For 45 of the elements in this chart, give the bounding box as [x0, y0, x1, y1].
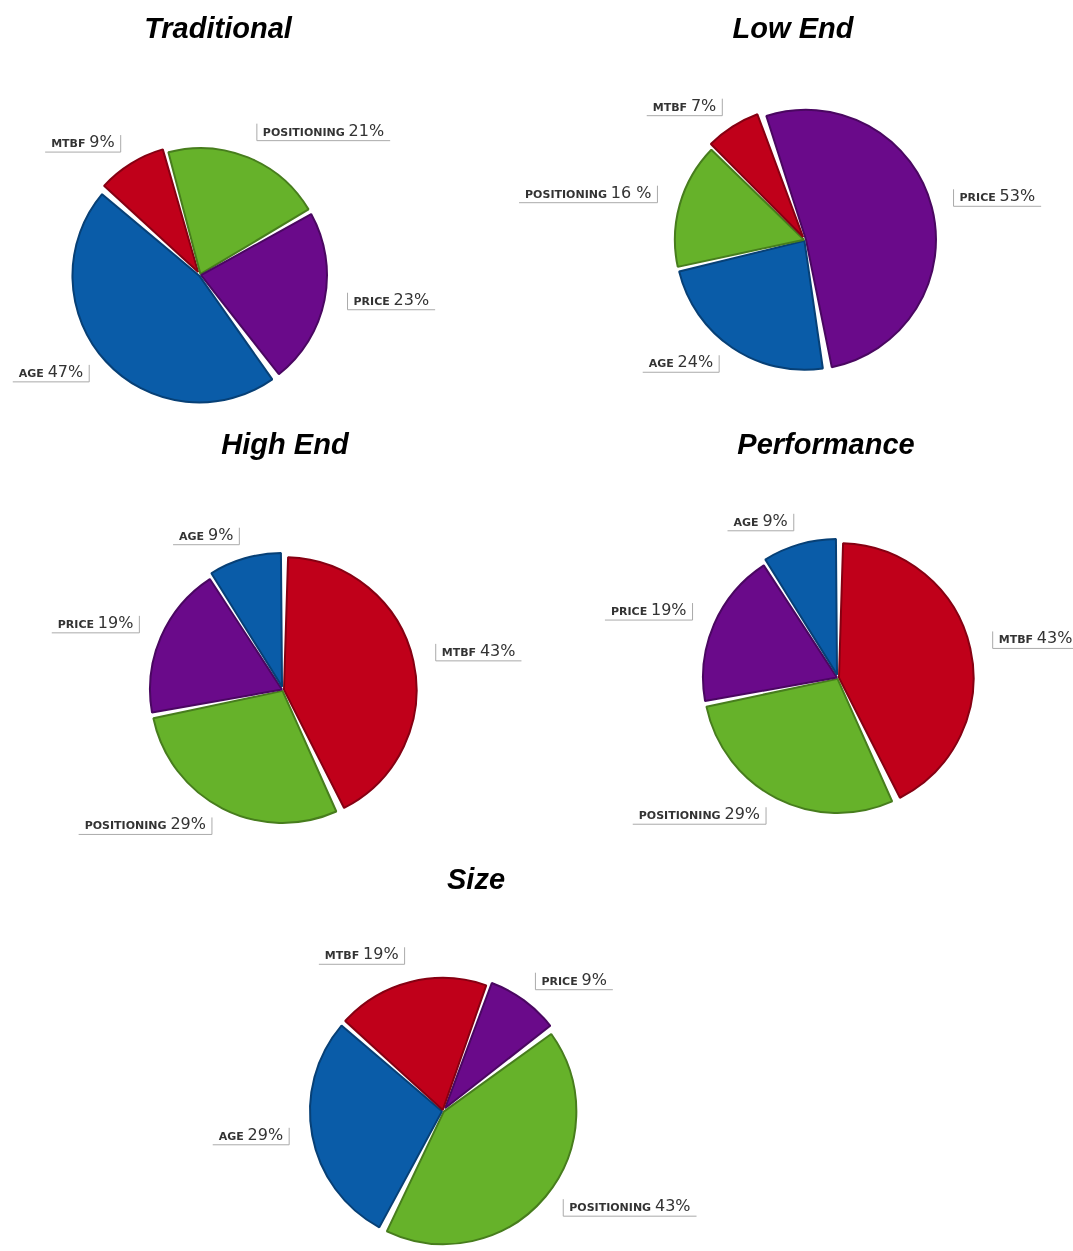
chart-title: Size [446, 863, 506, 896]
slice-label: AGE [179, 529, 208, 543]
data-label: 29% [247, 1124, 284, 1144]
slice-label: POSITIONING [638, 809, 725, 823]
data-label: 43% [654, 1196, 691, 1216]
data-label: 9% [581, 969, 607, 989]
data-label: 23% [393, 289, 430, 309]
slice-label: AGE [733, 515, 763, 529]
slice-label: MTBF [652, 100, 691, 114]
slice-label: MTBF [51, 137, 90, 151]
data-label: 19% [97, 612, 134, 632]
slice-label: PRICE [541, 974, 582, 988]
data-label: 19% [650, 600, 687, 620]
slice-label: MTBF [324, 949, 364, 963]
data-label: 7% [690, 95, 717, 115]
slice-label: PRICE [959, 191, 1000, 205]
data-label: 9% [89, 132, 115, 152]
data-label: 53% [999, 186, 1036, 206]
chart-title: Low End [732, 12, 854, 45]
slice-label: PRICE [57, 617, 98, 631]
data-label: 9% [762, 510, 788, 530]
slice-label: PRICE [353, 294, 394, 308]
slice-label: POSITIONING [84, 819, 171, 833]
slice-label: AGE [18, 366, 48, 380]
slice-label: MTBF [441, 645, 480, 659]
slice-label: PRICE [610, 605, 651, 619]
data-label: 21% [348, 120, 385, 140]
data-label: 47% [47, 361, 84, 381]
slice-label: AGE [648, 357, 678, 371]
data-label: 29% [724, 804, 761, 824]
slice-label: AGE [218, 1129, 248, 1143]
slice-label: MTBF [998, 633, 1037, 647]
data-label: 43% [1036, 628, 1073, 648]
data-label: 29% [170, 814, 206, 834]
data-label: 9% [207, 524, 234, 544]
data-label: 19% [363, 944, 399, 964]
data-label: 16 % [610, 182, 652, 202]
chart-title: High End [221, 428, 349, 461]
chart-title: Performance [737, 428, 915, 461]
data-label: 24% [677, 352, 714, 372]
chart-title: Traditional [144, 12, 292, 45]
slice-label: POSITIONING [262, 125, 349, 139]
slice-label: POSITIONING [569, 1201, 655, 1215]
data-label: 43% [479, 640, 516, 660]
slice-label: POSITIONING [525, 187, 611, 201]
